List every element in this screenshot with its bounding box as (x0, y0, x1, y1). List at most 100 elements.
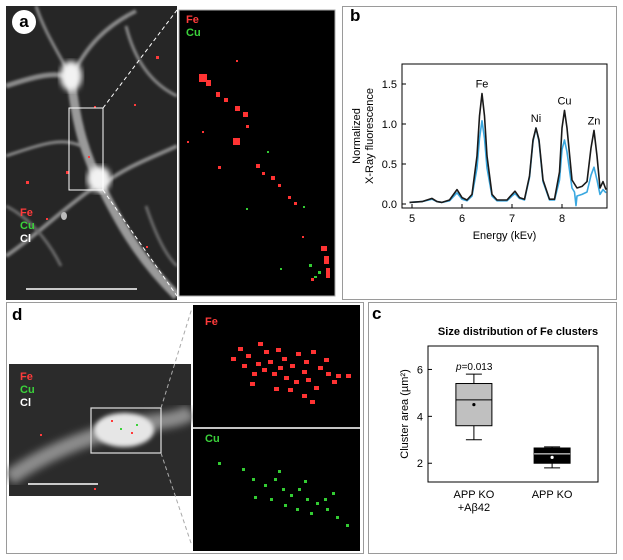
cu-pixel (316, 502, 319, 505)
fe-pixel (268, 360, 273, 364)
fe-pixel (318, 366, 323, 370)
fe-pixel (288, 388, 293, 392)
fe-pixel (284, 376, 289, 380)
cu-pixel (332, 492, 335, 495)
boxplot-marks (455, 373, 571, 469)
peak-label-cu: Cu (557, 95, 571, 107)
x-category-label: +Aβ42 (458, 502, 490, 514)
legend-cu-a: Cu (20, 220, 35, 232)
y-tick-label: 4 (417, 411, 423, 423)
fe-pixel (294, 380, 299, 384)
fe-pixel (302, 394, 307, 398)
panel-a-letter: a (12, 10, 36, 34)
y-axis-label: Cluster area (µm²) (399, 369, 411, 458)
cu-pixel (242, 468, 245, 471)
spectrum-frame (401, 63, 608, 209)
cu-pixel (290, 494, 293, 497)
cu-pixel (252, 478, 255, 481)
mean-marker (472, 403, 476, 407)
spectrum-series-black (409, 92, 607, 204)
fe-pixel (296, 352, 301, 356)
fe-pixel (302, 370, 307, 374)
fe-pixel (231, 357, 236, 361)
y-tick-label: 1.0 (382, 119, 397, 131)
fe-pixel (256, 362, 261, 366)
y-tick-label: 6 (417, 364, 423, 376)
fe-pixel (272, 372, 277, 376)
fe-pixel (326, 372, 331, 376)
x-axis-label: Energy (kEv) (473, 230, 537, 242)
fe-pixel (264, 350, 269, 354)
fe-pixel (314, 386, 319, 390)
fe-pixel (238, 347, 243, 351)
panel-c-letter: c (372, 304, 382, 323)
fe-pixel (306, 378, 311, 382)
panel-c (368, 302, 617, 554)
peak-label-fe: Fe (476, 79, 489, 91)
y-axis-label-line2: X-Ray fluorescence (364, 88, 376, 184)
cu-pixel (264, 484, 267, 487)
panel-a-micrograph (6, 6, 340, 300)
legend-fe-d: Fe (20, 371, 33, 383)
fe-pixel (278, 366, 283, 370)
x-tick-label: 7 (509, 213, 515, 225)
cu-pixel (310, 512, 313, 515)
x-category-label: APP KO (454, 489, 495, 501)
fe-pixel (276, 348, 281, 352)
fe-pixel (282, 357, 287, 361)
x-tick-label: 5 (409, 213, 415, 225)
fe-pixel (262, 368, 267, 372)
cu-pixel (298, 488, 301, 491)
cu-pixel (218, 462, 221, 465)
spectrum-series (409, 92, 607, 207)
panel-d-letter: d (12, 305, 23, 324)
y-tick-label: 0.5 (382, 159, 397, 171)
boxplot-title: Size distribution of Fe clusters (437, 326, 599, 338)
y-tick-label: 2 (417, 458, 423, 470)
cu-pixel (270, 498, 273, 501)
cu-pixel (274, 478, 277, 481)
panel-b (342, 6, 617, 300)
pvalue-label: p=0.013 (456, 362, 493, 373)
legend-cl-d: Cl (20, 397, 31, 409)
boxplot-frame (427, 345, 599, 483)
cu-pixel (304, 480, 307, 483)
legend-fe-a: Fe (20, 207, 33, 219)
cu-pixel (324, 498, 327, 501)
cu-pixel (296, 508, 299, 511)
fe-pixel (246, 354, 251, 358)
fe-pixel (346, 374, 351, 378)
cu-pixel (336, 516, 339, 519)
y-tick-label: 1.5 (382, 79, 397, 91)
legend-cu-d: Cu (20, 384, 35, 396)
cu-pixel (346, 524, 349, 527)
y-axis-label-line1: Normalized (351, 108, 363, 164)
fe-pixel (324, 358, 329, 362)
cu-pixel (284, 504, 287, 507)
peak-label-zn: Zn (588, 115, 601, 127)
mean-marker (550, 455, 554, 459)
cu-pixel (254, 496, 257, 499)
spectrum-axes: 5 6 7 8 0.0 0.5 1.0 1.5 Energy (kEv) Normalized X-… (351, 63, 608, 242)
fe-pixel (252, 372, 257, 376)
x-tick-label: 8 (559, 213, 565, 225)
peak-label-ni: Ni (531, 113, 541, 125)
panel-d (6, 302, 364, 554)
spectrum-chart: 5 6 7 8 0.0 0.5 1.0 1.5 Energy (kEv) Normalized X-… (351, 63, 608, 242)
cu-pixel (326, 508, 329, 511)
spectrum-peak-labels: Fe Ni Cu Zn (476, 79, 601, 128)
x-tick-label: 6 (459, 213, 465, 225)
zoom-legend-cu-a: Cu (186, 27, 201, 39)
zoom-label-cu-d: Cu (205, 433, 220, 445)
cu-pixel (282, 488, 285, 491)
legend-cl-a: Cl (20, 233, 31, 245)
fe-pixel (258, 342, 263, 346)
zoom-legend-fe-a: Fe (186, 14, 199, 26)
fe-pixel (310, 400, 315, 404)
fe-pixel (311, 350, 316, 354)
panel-b-letter: b (350, 6, 361, 25)
fe-pixel (274, 387, 279, 391)
spectrum-series-blue (409, 120, 607, 207)
